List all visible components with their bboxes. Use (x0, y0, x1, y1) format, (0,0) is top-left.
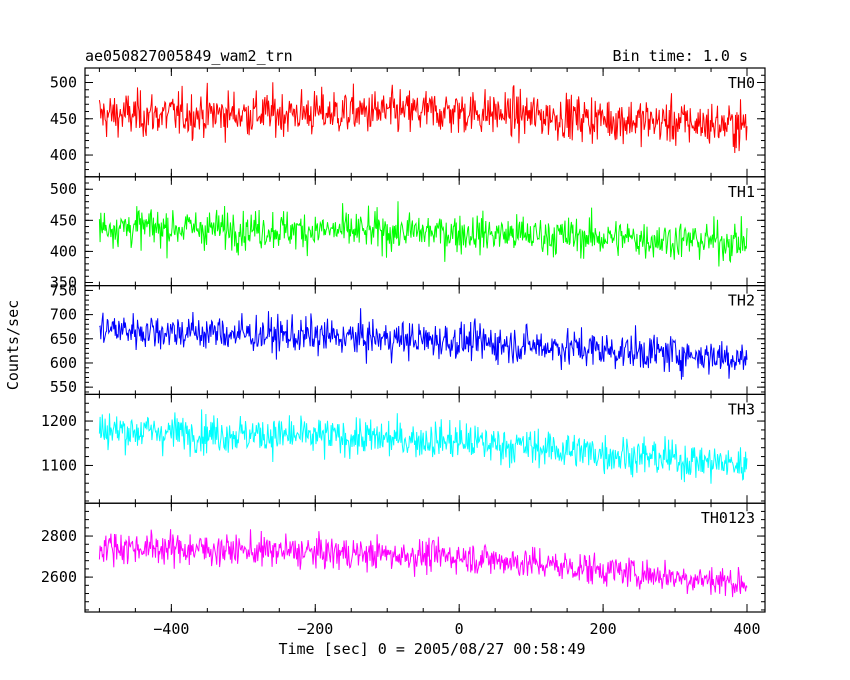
y-tick-label: 2800 (41, 527, 77, 545)
panel-label: TH0123 (701, 509, 755, 527)
panel-th3: 1100 1200 TH3 (41, 393, 766, 504)
series-line-th0123 (98, 529, 748, 598)
y-tick-label: 350 (50, 273, 77, 291)
y-tick-label: 400 (50, 146, 77, 164)
y-tick-label: 450 (50, 211, 77, 229)
panel-th0: 400 450 500 TH0 (50, 67, 766, 178)
panels-group: 400 450 500 TH0 350 400 450 500 TH1 550 600 650 700 7… (41, 67, 766, 613)
x-axis-label: Time [sec] 0 = 2005/08/27 00:58:49 (278, 640, 585, 658)
panel-label: TH3 (728, 400, 755, 418)
y-axis-label: Counts/sec (4, 300, 22, 390)
y-tick-label: 550 (50, 378, 77, 396)
panel-frame (84, 176, 766, 287)
x-tick-label: 0 (455, 620, 464, 638)
y-tick-label: 400 (50, 242, 77, 260)
x-tick-label: 400 (733, 620, 760, 638)
panel-th0123: 2600 2800 TH0123 (41, 502, 766, 613)
y-tick-label: 500 (50, 74, 77, 92)
x-tick-label: −200 (297, 620, 333, 638)
y-tick-label: 1200 (41, 412, 77, 430)
y-tick-label: 1100 (41, 456, 77, 474)
series-line-th3 (98, 409, 748, 484)
series-line-th0 (98, 82, 748, 154)
chart-title-left: ae050827005849_wam2_trn (85, 47, 293, 65)
x-axis: −400 −200 0 200 400 (153, 620, 760, 638)
y-tick-label: 600 (50, 354, 77, 372)
panel-th1: 350 400 450 500 TH1 (50, 176, 766, 291)
x-tick-label: −400 (153, 620, 189, 638)
y-tick-label: 2600 (41, 568, 77, 586)
panel-label: TH2 (728, 292, 755, 310)
panel-label: TH1 (728, 183, 755, 201)
y-tick-label: 700 (50, 306, 77, 324)
y-tick-label: 500 (50, 180, 77, 198)
panel-frame (84, 502, 766, 613)
series-line-th1 (98, 201, 748, 267)
chart-title-right: Bin time: 1.0 s (613, 47, 748, 65)
panel-th2: 550 600 650 700 750 TH2 (50, 281, 766, 396)
panel-frame (84, 67, 766, 178)
y-tick-label: 750 (50, 281, 77, 299)
panel-label: TH0 (728, 74, 755, 92)
y-tick-label: 450 (50, 110, 77, 128)
x-tick-label: 200 (590, 620, 617, 638)
series-line-th2 (99, 308, 748, 380)
y-tick-label: 650 (50, 330, 77, 348)
